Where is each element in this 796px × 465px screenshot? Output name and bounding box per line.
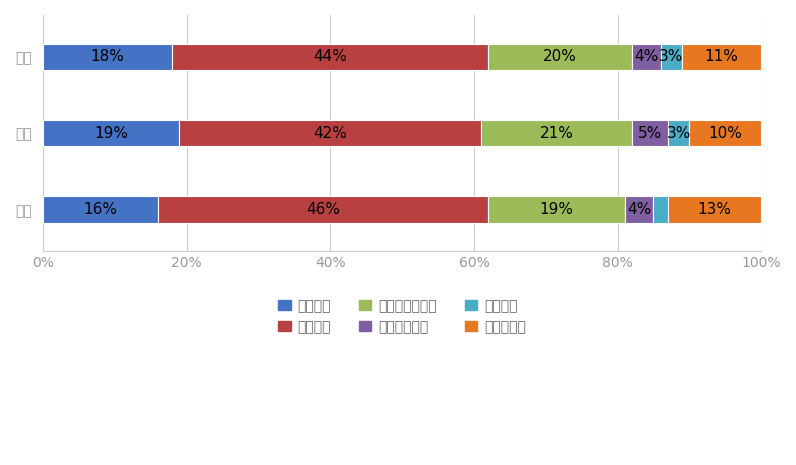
Bar [668, 120, 689, 146]
Bar [158, 196, 488, 223]
Text: 21%: 21% [540, 126, 573, 140]
Text: 3%: 3% [659, 49, 684, 64]
Bar [654, 196, 668, 223]
Text: 13%: 13% [697, 202, 732, 217]
Bar [661, 44, 682, 70]
Text: 5%: 5% [638, 126, 662, 140]
Bar [632, 120, 668, 146]
Bar [481, 120, 632, 146]
Bar [488, 44, 632, 70]
Bar [689, 120, 761, 146]
Bar [179, 120, 481, 146]
Text: 20%: 20% [543, 49, 577, 64]
Text: 44%: 44% [314, 49, 347, 64]
Bar [488, 196, 625, 223]
Bar [172, 44, 488, 70]
Text: 4%: 4% [627, 202, 651, 217]
Text: 3%: 3% [666, 126, 691, 140]
Bar [682, 44, 761, 70]
Text: 46%: 46% [306, 202, 340, 217]
Text: 19%: 19% [94, 126, 128, 140]
Legend: そう思う, やや思う, どちらでもない, やや思わない, 思わない, わからない: そう思う, やや思う, どちらでもない, やや思わない, 思わない, わからない [278, 299, 526, 334]
Bar [43, 44, 172, 70]
Bar [43, 120, 179, 146]
Text: 10%: 10% [708, 126, 742, 140]
Text: 16%: 16% [84, 202, 117, 217]
Text: 11%: 11% [704, 49, 739, 64]
Bar [632, 44, 661, 70]
Text: 19%: 19% [540, 202, 573, 217]
Text: 18%: 18% [91, 49, 124, 64]
Text: 4%: 4% [634, 49, 658, 64]
Bar [43, 196, 158, 223]
Bar [625, 196, 654, 223]
Text: 42%: 42% [314, 126, 347, 140]
Bar [668, 196, 761, 223]
